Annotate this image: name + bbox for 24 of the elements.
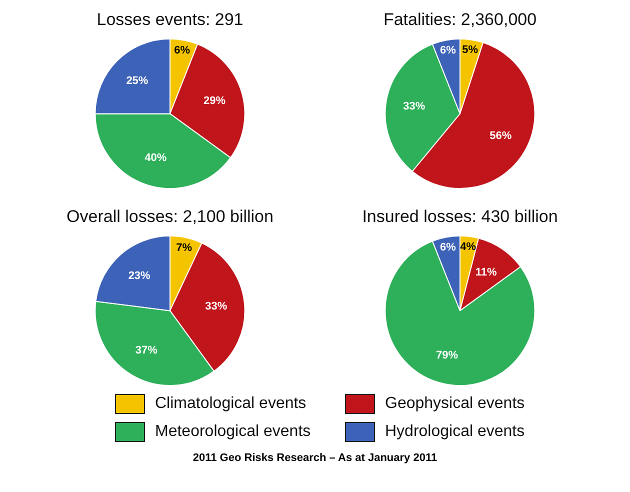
- legend-label: Meteorological events: [155, 423, 311, 441]
- data-label: 6%: [440, 44, 456, 57]
- data-label: 5%: [462, 44, 478, 56]
- legend-label: Geophysical events: [385, 395, 525, 413]
- data-label: 33%: [205, 300, 228, 312]
- chart-title: Overall losses: 2,100 billion: [66, 206, 274, 226]
- data-label: 6%: [440, 242, 456, 254]
- data-label: 37%: [135, 344, 158, 357]
- data-label: 6%: [174, 44, 190, 57]
- data-label: 33%: [403, 100, 426, 112]
- chart-title: Fatalities: 2,360,000: [383, 10, 537, 29]
- data-label: 29%: [204, 94, 226, 107]
- chart-title: Insured losses: 430 billion: [362, 206, 558, 226]
- legend-label: Climatological events: [155, 395, 306, 413]
- data-label: 7%: [176, 242, 192, 254]
- data-label: 56%: [490, 130, 512, 142]
- legend-label: Hydrological events: [385, 423, 525, 441]
- data-label: 40%: [144, 152, 167, 164]
- data-label: 79%: [436, 349, 458, 362]
- data-label: 23%: [128, 270, 151, 282]
- data-label: 11%: [475, 266, 497, 278]
- text: 2011 Geo Risks Research – As at January 2011: [192, 452, 438, 464]
- chart-title: Losses events: 291: [96, 10, 244, 29]
- data-label: 25%: [126, 74, 148, 87]
